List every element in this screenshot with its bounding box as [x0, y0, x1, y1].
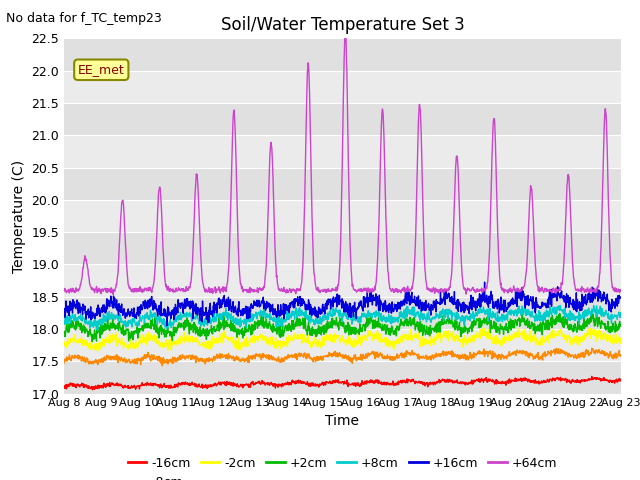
- Bar: [64, 38, 621, 71]
- Line: -2cm: -2cm: [64, 328, 621, 351]
- +8cm: [477, 302, 484, 308]
- +64cm: [552, 287, 559, 293]
- +2cm: [184, 318, 192, 324]
- +2cm: [502, 327, 509, 333]
- Bar: [64, 135, 621, 168]
- X-axis label: Time: Time: [325, 414, 360, 428]
- -8cm: [551, 351, 559, 357]
- Bar: [64, 329, 621, 361]
- +2cm: [593, 310, 600, 315]
- +2cm: [171, 327, 179, 333]
- +64cm: [171, 288, 179, 294]
- -8cm: [502, 355, 509, 360]
- -16cm: [89, 387, 97, 393]
- +64cm: [109, 291, 117, 297]
- -16cm: [617, 378, 625, 384]
- Bar: [64, 200, 621, 232]
- -8cm: [429, 354, 437, 360]
- +16cm: [617, 295, 625, 300]
- +8cm: [60, 319, 68, 325]
- -8cm: [60, 360, 68, 366]
- -8cm: [588, 346, 596, 351]
- +8cm: [429, 315, 437, 321]
- Line: -16cm: -16cm: [64, 376, 621, 390]
- +16cm: [246, 309, 254, 314]
- Line: +64cm: +64cm: [64, 32, 621, 294]
- +16cm: [429, 302, 437, 308]
- -2cm: [502, 336, 509, 342]
- +2cm: [617, 323, 625, 328]
- -16cm: [551, 378, 559, 384]
- -2cm: [246, 337, 254, 343]
- Legend: -16cm, -8cm, -2cm, +2cm, +8cm, +16cm, +64cm: -16cm, -8cm, -2cm, +2cm, +8cm, +16cm, +6…: [122, 452, 563, 480]
- Bar: [64, 297, 621, 329]
- Bar: [64, 168, 621, 200]
- +64cm: [246, 287, 254, 293]
- -16cm: [588, 373, 596, 379]
- +2cm: [551, 322, 559, 327]
- -2cm: [60, 338, 68, 344]
- +16cm: [163, 323, 171, 329]
- +16cm: [60, 313, 68, 319]
- -2cm: [587, 325, 595, 331]
- Title: Soil/Water Temperature Set 3: Soil/Water Temperature Set 3: [221, 16, 464, 34]
- -8cm: [617, 353, 625, 359]
- Line: +8cm: +8cm: [64, 305, 621, 331]
- +64cm: [429, 285, 437, 290]
- +2cm: [60, 333, 68, 338]
- +8cm: [502, 312, 510, 317]
- Bar: [64, 71, 621, 103]
- Bar: [64, 264, 621, 297]
- Text: EE_met: EE_met: [78, 63, 125, 76]
- +8cm: [552, 309, 559, 315]
- -2cm: [617, 336, 625, 341]
- Text: No data for f_TC_temp23: No data for f_TC_temp23: [6, 12, 162, 25]
- -8cm: [159, 363, 166, 369]
- -2cm: [184, 336, 192, 342]
- +16cm: [171, 313, 179, 319]
- -2cm: [551, 334, 559, 339]
- +2cm: [429, 325, 437, 331]
- -2cm: [171, 339, 179, 345]
- Bar: [64, 232, 621, 264]
- -16cm: [429, 380, 437, 385]
- +8cm: [94, 328, 102, 334]
- Y-axis label: Temperature (C): Temperature (C): [12, 159, 26, 273]
- Bar: [64, 103, 621, 135]
- -16cm: [60, 385, 68, 391]
- +64cm: [184, 288, 192, 293]
- +8cm: [171, 319, 179, 324]
- Bar: [64, 361, 621, 394]
- Line: +16cm: +16cm: [64, 282, 621, 326]
- +2cm: [88, 339, 96, 345]
- +16cm: [552, 288, 559, 294]
- -8cm: [184, 355, 192, 361]
- -8cm: [171, 354, 179, 360]
- -16cm: [171, 384, 179, 390]
- -16cm: [184, 382, 192, 388]
- +8cm: [617, 312, 625, 317]
- -2cm: [429, 338, 437, 344]
- -2cm: [94, 348, 102, 354]
- -16cm: [246, 384, 254, 390]
- +64cm: [617, 288, 625, 294]
- +8cm: [184, 311, 192, 317]
- +8cm: [246, 310, 254, 316]
- +2cm: [246, 327, 254, 333]
- +16cm: [502, 309, 510, 314]
- -16cm: [502, 383, 509, 388]
- +64cm: [342, 29, 349, 35]
- +16cm: [481, 279, 488, 285]
- +16cm: [184, 300, 192, 306]
- Line: -8cm: -8cm: [64, 348, 621, 366]
- +64cm: [60, 287, 68, 293]
- +64cm: [502, 288, 510, 294]
- -8cm: [246, 356, 254, 361]
- Line: +2cm: +2cm: [64, 312, 621, 342]
